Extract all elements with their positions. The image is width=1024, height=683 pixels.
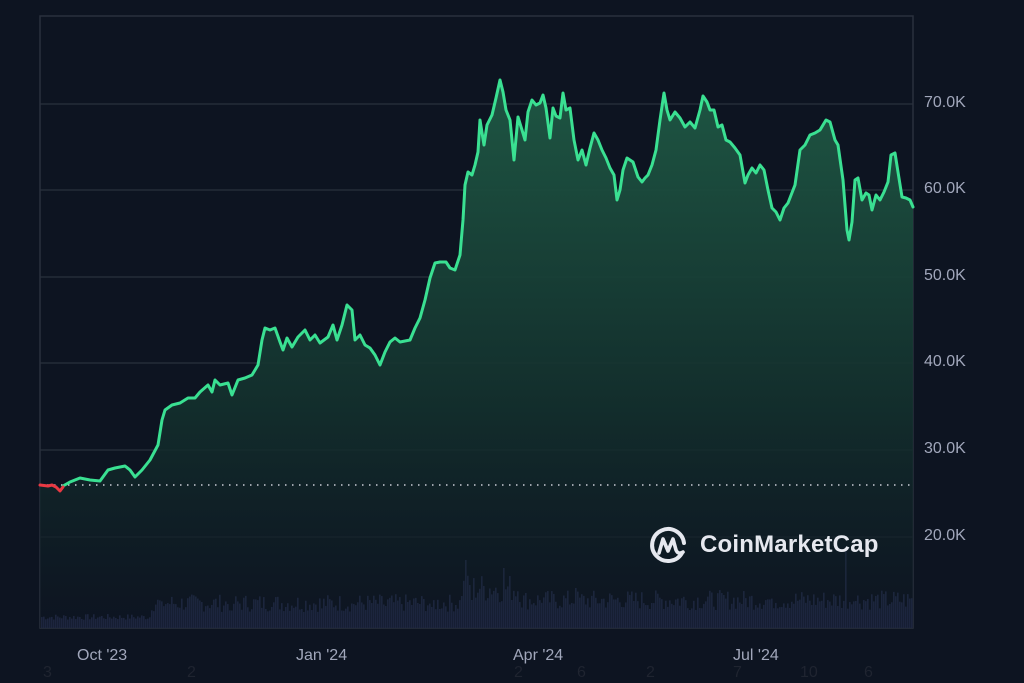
x-sub-label: 6 (864, 664, 873, 681)
x-axis-label-apr24: Apr '24 (513, 647, 564, 664)
x-sub-label: 2 (646, 664, 655, 681)
y-axis-label-40k: 40.0K (924, 353, 966, 370)
x-sub-label: 3 (43, 664, 52, 681)
x-sub-label: 10 (800, 664, 818, 681)
x-sub-label: 7 (733, 664, 742, 681)
x-sub-label: 6 (577, 664, 586, 681)
y-axis-label-30k: 30.0K (924, 440, 966, 457)
price-line-below-baseline (38, 483, 65, 493)
y-axis-label-70k: 70.0K (924, 94, 966, 111)
y-axis-label-60k: 60.0K (924, 180, 966, 197)
price-area-fill (40, 80, 913, 628)
price-line (61, 78, 915, 488)
x-axis-label-jul24: Jul '24 (733, 647, 779, 664)
brand-name: CoinMarketCap (700, 531, 879, 558)
x-axis-label-jan24: Jan '24 (296, 647, 348, 664)
x-sub-label: 2 (187, 664, 196, 681)
y-axis-label-20k: 20.0K (924, 527, 966, 544)
y-axis-label-50k: 50.0K (924, 267, 966, 284)
x-sub-label: 2 (514, 664, 523, 681)
coinmarketcap-logo-icon (650, 527, 686, 564)
x-axis-label-oct23: Oct '23 (77, 647, 128, 664)
coinmarketcap-watermark: CoinMarketCap (648, 524, 879, 566)
